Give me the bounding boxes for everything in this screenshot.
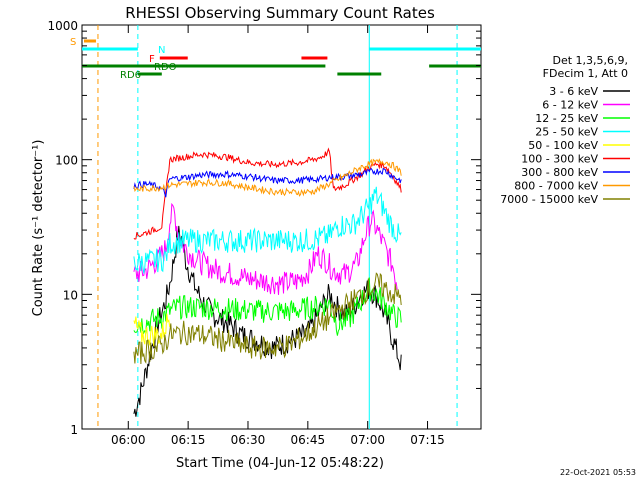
series-layer <box>133 147 402 417</box>
series-line <box>133 225 402 417</box>
y-tick-label: 10 <box>63 288 78 302</box>
legend: Det 1,3,5,6,9,FDecim 1, Att 0 3 - 6 keV6 … <box>500 54 630 206</box>
series-100-300-kev <box>133 147 402 240</box>
y-tick-label: 1 <box>70 423 78 437</box>
flag-label: F <box>149 54 155 65</box>
legend-entry-label: 50 - 100 keV <box>528 139 598 152</box>
series-line <box>133 277 402 336</box>
legend-entry-label: 6 - 12 keV <box>542 99 598 112</box>
flag-s: S <box>70 37 96 48</box>
y-tick-label: 1000 <box>47 19 78 33</box>
series-3-6-kev <box>133 225 402 417</box>
legend-entry-label: 100 - 300 keV <box>521 153 598 166</box>
series-25-50-kev <box>133 186 402 274</box>
flag-label: RD6 <box>120 70 141 81</box>
axis-layer: 06:00 06:15 06:30 06:45 07:00 07:15 1 10 100 1000 <box>47 19 481 447</box>
series-line <box>133 147 402 240</box>
series-line <box>133 202 398 295</box>
legend-entry-label: 300 - 800 keV <box>521 166 598 179</box>
series-line <box>133 313 171 347</box>
legend-entry-label: 800 - 7000 keV <box>514 180 598 193</box>
legend-entry-label: 12 - 25 keV <box>535 112 598 125</box>
legend-entry-label: 25 - 50 keV <box>535 126 598 139</box>
flag-rd6: RD6 <box>120 70 382 81</box>
timestamp: 22-Oct-2021 05:53 <box>560 468 636 477</box>
flag-n: N <box>82 45 481 56</box>
x-tick-label: 06:45 <box>291 433 326 447</box>
flag-label: RDO <box>154 62 177 73</box>
series-7000-15000-kev <box>133 272 402 365</box>
series-800-7000-kev <box>133 158 402 197</box>
series-6-12-kev <box>133 202 398 295</box>
x-tick-label: 06:00 <box>111 433 146 447</box>
series-line <box>133 158 402 197</box>
flag-label: N <box>158 45 165 56</box>
legend-header-line: Det 1,3,5,6,9, <box>552 54 628 67</box>
series-50-100-kev <box>133 313 171 347</box>
x-tick-label: 07:15 <box>410 433 445 447</box>
y-axis-label: Count Rate (s⁻¹ detector⁻¹) <box>31 140 46 317</box>
flag-rdo: RDO <box>82 62 481 73</box>
plot-area <box>81 24 482 430</box>
x-tick-label: 07:00 <box>350 433 385 447</box>
x-axis-label: Start Time (04-Jun-12 05:48:22) <box>176 456 384 471</box>
series-300-800-kev <box>133 167 402 198</box>
plot-frame <box>81 24 482 430</box>
y-tick-label: 100 <box>55 154 78 168</box>
series-line <box>133 272 402 365</box>
flag-label: S <box>70 37 76 48</box>
legend-entry-label: 3 - 6 keV <box>549 85 598 98</box>
series-line <box>133 167 402 198</box>
legend-header-line: FDecim 1, Att 0 <box>543 67 628 80</box>
chart-title: RHESSI Observing Summary Count Rates <box>125 4 435 22</box>
x-tick-label: 06:15 <box>171 433 206 447</box>
flag-f: F <box>149 54 328 65</box>
legend-entry-label: 7000 - 15000 keV <box>500 193 598 206</box>
series-line <box>133 186 402 274</box>
x-tick-label: 06:30 <box>231 433 266 447</box>
